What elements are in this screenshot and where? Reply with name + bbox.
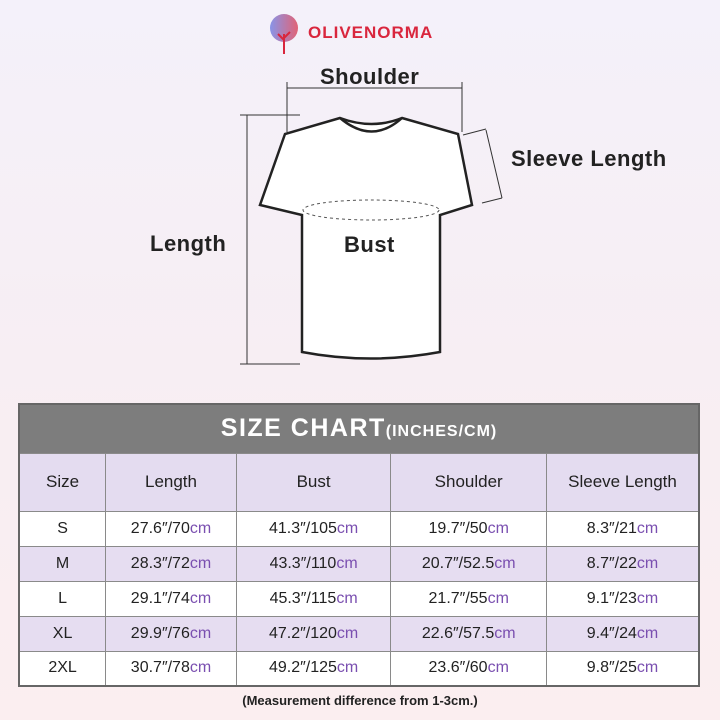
measurement-cell: 27.6″/70cm	[105, 510, 237, 547]
measurement-cell: 43.3″/110cm	[235, 545, 392, 582]
measurement-cell: 49.2″/125cm	[235, 650, 392, 687]
size-cell: XL	[18, 615, 107, 652]
measurement-note: (Measurement difference from 1-3cm.)	[242, 693, 478, 708]
tree-logo-icon	[270, 14, 298, 54]
column-header: Shoulder	[390, 452, 547, 512]
measurement-cell: 29.1″/74cm	[105, 580, 237, 617]
measurement-cell: 20.7″/52.5cm	[390, 545, 547, 582]
measurement-cell: 45.3″/115cm	[235, 580, 392, 617]
table-row: L 29.1″/74cm 45.3″/115cm 21.7″/55cm 9.1″/23c…	[18, 580, 700, 617]
column-header: Bust	[235, 452, 392, 512]
size-cell: S	[18, 510, 107, 547]
measurement-cell: 9.8″/25cm	[546, 650, 700, 687]
brand-logo: OLIVENORMA	[266, 10, 433, 56]
measurement-cell: 9.1″/23cm	[546, 580, 700, 617]
column-header: Length	[105, 452, 237, 512]
measurement-cell: 30.7″/78cm	[105, 650, 237, 687]
size-chart-title: SIZE CHART(INCHES/CM)	[19, 404, 699, 453]
measurement-cell: 8.3″/21cm	[546, 510, 700, 547]
table-row: S 27.6″/70cm 41.3″/105cm 19.7″/50cm 8.3″/21c…	[18, 510, 700, 547]
bust-label: Bust	[344, 232, 395, 257]
brand-name: OLIVENORMA	[308, 23, 434, 42]
measurement-cell: 21.7″/55cm	[390, 580, 547, 617]
table-row: 2XL 30.7″/78cm 49.2″/125cm 23.6″/60cm 9.8″/2…	[18, 650, 700, 687]
measurement-cell: 47.2″/120cm	[235, 615, 392, 652]
measurement-cell: 9.4″/24cm	[546, 615, 700, 652]
column-header: Size	[18, 452, 107, 512]
measurement-cell: 29.9″/76cm	[105, 615, 237, 652]
measurement-cell: 28.3″/72cm	[105, 545, 237, 582]
measurement-cell: 41.3″/105cm	[235, 510, 392, 547]
measurement-cell: 23.6″/60cm	[390, 650, 547, 687]
table-row: M 28.3″/72cm 43.3″/110cm 20.7″/52.5cm 8.7″/2…	[18, 545, 700, 582]
size-cell: L	[18, 580, 107, 617]
column-header: Sleeve Length	[546, 452, 700, 512]
tshirt-diagram	[240, 82, 503, 365]
shoulder-label: Shoulder	[320, 64, 420, 89]
size-cell: 2XL	[18, 650, 107, 687]
sleeve-length-label: Sleeve Length	[511, 146, 667, 171]
table-row: XL 29.9″/76cm 47.2″/120cm 22.6″/57.5cm 9.4″/…	[18, 615, 700, 652]
size-cell: M	[18, 545, 107, 582]
length-label: Length	[150, 231, 227, 256]
measurement-cell: 22.6″/57.5cm	[390, 615, 547, 652]
size-chart-table: SIZE CHART(INCHES/CM) Size Length Bust Shou…	[18, 403, 700, 687]
measurement-cell: 8.7″/22cm	[546, 545, 700, 582]
measurement-cell: 19.7″/50cm	[390, 510, 547, 547]
